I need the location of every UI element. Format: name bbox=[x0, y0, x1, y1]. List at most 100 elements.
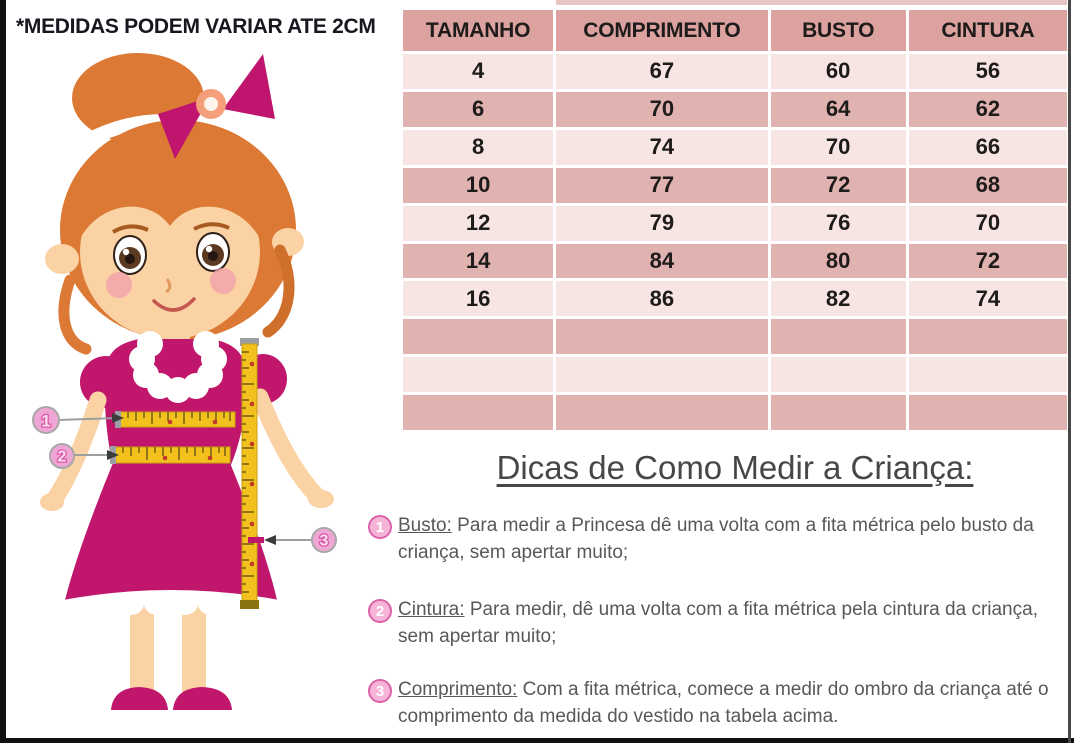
table-cell bbox=[770, 395, 906, 430]
girl-dress bbox=[40, 331, 334, 710]
table-cell: 86 bbox=[556, 281, 768, 317]
hair-fringe bbox=[76, 157, 264, 247]
table-cell: 70 bbox=[770, 129, 906, 165]
table-cell bbox=[908, 357, 1067, 393]
tip-text: Busto: Para medir a Princesa dê uma volt… bbox=[398, 512, 1068, 566]
table-header-cell: COMPRIMENTO bbox=[556, 10, 768, 51]
leg-right bbox=[182, 602, 206, 694]
arrow-waist bbox=[107, 450, 119, 460]
table-row-empty bbox=[403, 395, 1067, 430]
tip-text: Comprimento: Com a fita métrica, comece … bbox=[398, 676, 1068, 730]
hair-curl-left bbox=[58, 274, 92, 355]
table-cell: 74 bbox=[556, 129, 768, 165]
table-header-cell: CINTURA bbox=[908, 10, 1067, 51]
tip-text: Cintura: Para medir, dê uma volta com a … bbox=[398, 596, 1068, 650]
table-cell: 60 bbox=[770, 54, 906, 89]
table-cell: 12 bbox=[403, 205, 554, 241]
table-row: 8 74 70 66 bbox=[403, 129, 1067, 165]
tip-description: Para medir, dê uma volta com a fita métr… bbox=[398, 599, 1038, 647]
table-cell: 4 bbox=[403, 54, 554, 89]
table-cell bbox=[770, 357, 906, 393]
tip-label: Comprimento: bbox=[398, 679, 518, 700]
table-cell: 70 bbox=[908, 205, 1067, 241]
table-row: 6 70 64 62 bbox=[403, 91, 1067, 127]
tip-3-badge: 3 bbox=[368, 679, 392, 703]
table-header-row: TAMANHO COMPRIMENTO BUSTO CINTURA bbox=[403, 10, 1067, 51]
table-row: 16 86 82 74 bbox=[403, 281, 1067, 317]
hand-left bbox=[40, 493, 64, 511]
tip-comprimento: 3 Comprimento: Com a fita métrica, comec… bbox=[368, 676, 1068, 730]
mouth bbox=[152, 297, 196, 312]
leg-left bbox=[130, 602, 154, 694]
table-cell: 8 bbox=[403, 129, 554, 165]
tips-heading: Dicas de Como Medir a Criança: bbox=[496, 449, 974, 486]
girl-face bbox=[58, 157, 295, 355]
size-table: TAMANHO COMPRIMENTO BUSTO CINTURA 4 67 6… bbox=[403, 10, 1067, 430]
table-row: 10 77 72 68 bbox=[403, 167, 1067, 203]
tip-cintura: 2 Cintura: Para medir, dê uma volta com … bbox=[368, 596, 1068, 650]
svg-text:2: 2 bbox=[58, 449, 67, 466]
table-cell: 74 bbox=[908, 281, 1067, 317]
table-cell: 56 bbox=[908, 54, 1067, 89]
collar bbox=[129, 331, 227, 403]
table-row: 12 79 76 70 bbox=[403, 205, 1067, 241]
table-cell: 68 bbox=[908, 167, 1067, 203]
frame-border-left bbox=[0, 0, 6, 743]
table-cell: 67 bbox=[556, 54, 768, 89]
table-cell bbox=[403, 319, 554, 355]
shoe-left bbox=[111, 687, 168, 710]
table-cell: 62 bbox=[908, 91, 1067, 127]
table-cell bbox=[556, 357, 768, 393]
table-cell: 6 bbox=[403, 91, 554, 127]
arrow-length bbox=[264, 535, 276, 545]
table-header-cell: BUSTO bbox=[770, 10, 906, 51]
arm-left bbox=[47, 391, 107, 506]
table-cell bbox=[403, 395, 554, 430]
table-cell bbox=[770, 319, 906, 355]
table-cell: 79 bbox=[556, 205, 768, 241]
girl-measurement-illustration: 1 2 3 bbox=[32, 53, 337, 710]
table-cell bbox=[556, 319, 768, 355]
tip-description: Com a fita métrica, comece a medir do om… bbox=[398, 679, 1049, 727]
table-cell bbox=[908, 395, 1067, 430]
blush-right bbox=[210, 268, 236, 294]
hair-curl-right bbox=[262, 244, 295, 338]
marker-1-badge: 1 bbox=[32, 406, 60, 434]
hair-bow bbox=[158, 54, 275, 159]
table-cell bbox=[908, 319, 1067, 355]
frame-border-bottom bbox=[0, 738, 1074, 743]
table-header-cell: TAMANHO bbox=[403, 10, 554, 51]
tip-label: Cintura: bbox=[398, 599, 465, 620]
table-cell: 82 bbox=[770, 281, 906, 317]
table-cell: 76 bbox=[770, 205, 906, 241]
tip-1-badge: 1 bbox=[368, 515, 392, 539]
measuring-tape-bust bbox=[115, 411, 236, 428]
table-cell: 72 bbox=[908, 243, 1067, 279]
measurements-disclaimer: *MEDIDAS PODEM VARIAR ATE 2CM bbox=[16, 15, 376, 38]
shoe-right bbox=[173, 687, 232, 710]
table-row: 4 67 60 56 bbox=[403, 54, 1067, 89]
table-cell: 80 bbox=[770, 243, 906, 279]
skirt-hem-trim bbox=[63, 590, 279, 615]
arm-right bbox=[251, 388, 325, 504]
table-cell bbox=[403, 357, 554, 393]
table-cell: 10 bbox=[403, 167, 554, 203]
girl-ear-left bbox=[45, 244, 79, 274]
marker-2-badge: 2 bbox=[49, 443, 75, 469]
table-row-empty bbox=[403, 319, 1067, 355]
measuring-tape-vertical bbox=[240, 338, 259, 609]
table-row: 14 84 80 72 bbox=[403, 243, 1067, 279]
measuring-tape-waist bbox=[110, 446, 231, 464]
hand-right bbox=[308, 490, 334, 508]
nose bbox=[165, 278, 172, 294]
table-cell: 16 bbox=[403, 281, 554, 317]
table-cell: 64 bbox=[770, 91, 906, 127]
table-row-empty bbox=[403, 357, 1067, 393]
skirt bbox=[65, 463, 277, 600]
top-table-sliver bbox=[556, 0, 1067, 5]
tip-description: Para medir a Princesa dê uma volta com a… bbox=[398, 515, 1034, 563]
hem-length-mark bbox=[248, 537, 264, 543]
table-cell: 14 bbox=[403, 243, 554, 279]
table-cell: 70 bbox=[556, 91, 768, 127]
table-cell: 84 bbox=[556, 243, 768, 279]
